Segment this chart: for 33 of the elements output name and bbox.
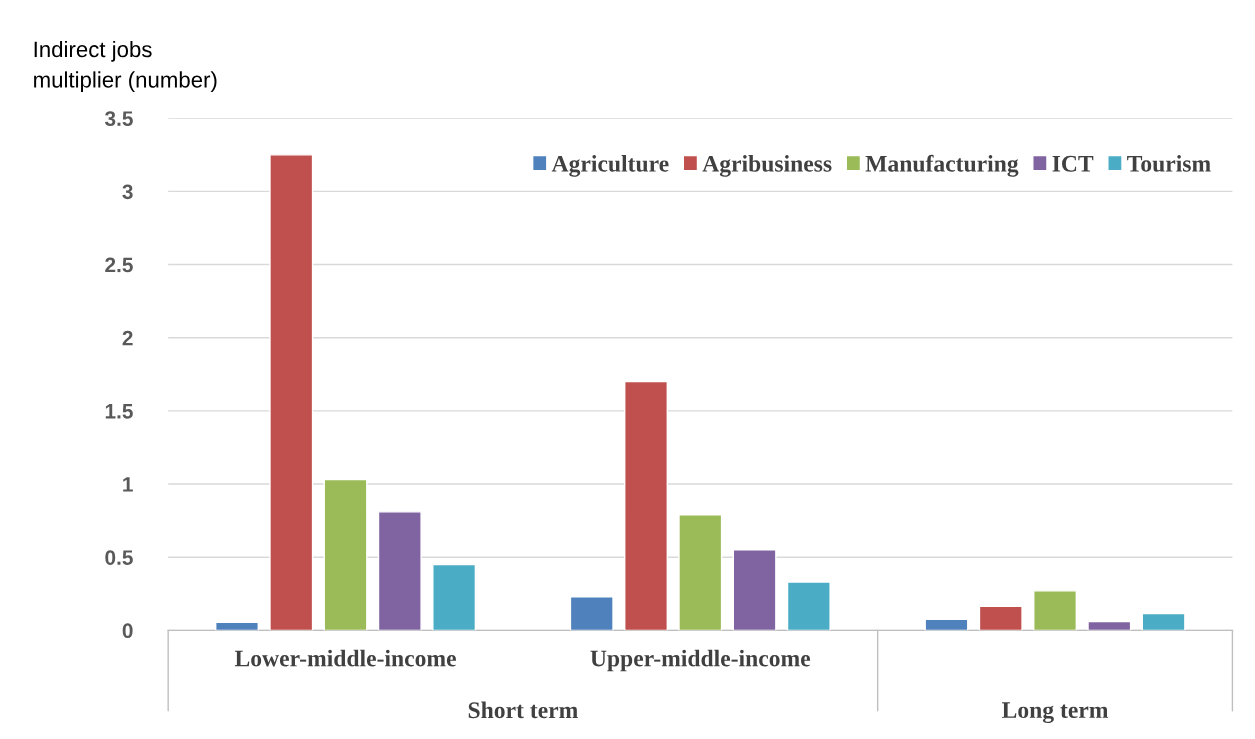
bar [786,581,831,631]
bar [377,511,422,631]
y-axis-title: Indirect jobs multiplier (number) [34,40,217,93]
y-tick-label: 1.5 [105,404,133,419]
y-tick-label: 3.5 [104,111,133,127]
bar [1087,620,1132,631]
legend-label: Tourism [1127,155,1211,172]
bar [1033,590,1078,631]
bar [624,380,668,631]
bar [924,618,969,631]
text: Long term [1002,702,1109,724]
legend-label: Agriculture [551,155,669,177]
legend-label: Manufacturing [865,154,1019,177]
bar [269,154,314,631]
bar [432,563,477,631]
y-tick-label: 0.5 [105,550,133,565]
y-tick-label: 2 [122,330,133,346]
bar [678,514,723,631]
bar [978,605,1023,631]
x-tick-label: Lower-middle-income [234,649,456,667]
x-tick-label: Upper-middle-income [590,649,811,672]
text: Short term [468,701,578,719]
y-tick-label: 3 [122,184,133,200]
bar [1141,612,1186,631]
legend-label: ICT [1052,155,1094,172]
y-tick-label: 2.5 [105,257,133,273]
bar [215,621,259,631]
y-tick-label: 0 [122,623,133,639]
bar [732,549,777,631]
bar [569,596,614,631]
y-tick-label: 1 [123,477,133,492]
bar [323,478,368,631]
legend-label: Agribusiness [702,155,832,177]
